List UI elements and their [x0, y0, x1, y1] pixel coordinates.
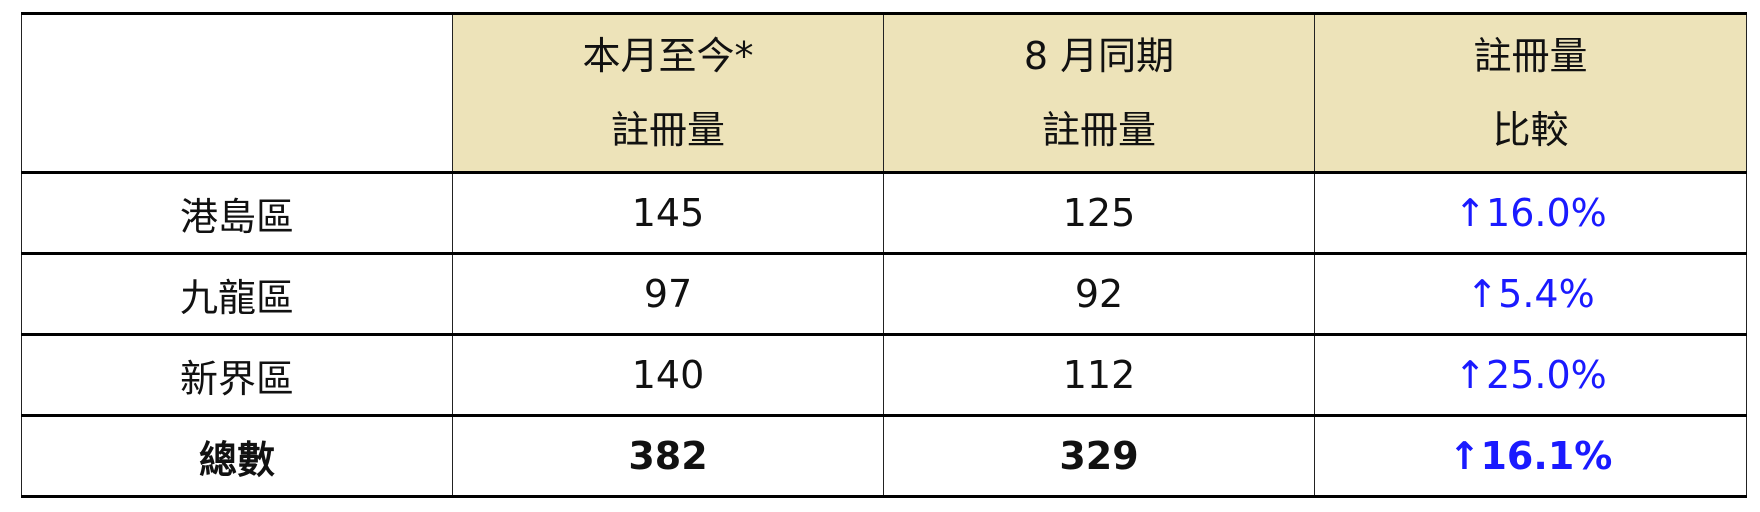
- header-same-period: 8 月同期註冊量: [883, 13, 1315, 173]
- header-text: 8 月同期: [1023, 34, 1175, 78]
- table-row: 九龍區 97 92 ↑5.4%: [21, 253, 1747, 335]
- header-comparison: 註冊量 比較: [1314, 13, 1747, 173]
- change-cell: ↑5.4%: [1314, 253, 1747, 335]
- header-text: 比較: [1492, 108, 1569, 152]
- current-cell: 97: [452, 253, 884, 335]
- total-current: 382: [452, 415, 884, 497]
- total-change: ↑16.1%: [1314, 415, 1747, 497]
- current-cell: 140: [452, 334, 884, 416]
- change-cell: ↑25.0%: [1314, 334, 1747, 416]
- change-cell: ↑16.0%: [1314, 172, 1747, 254]
- same-period-cell: 125: [883, 172, 1315, 254]
- total-label: 總數: [21, 415, 453, 497]
- header-empty-cell: [21, 13, 453, 173]
- region-cell: 九龍區: [21, 253, 453, 335]
- header-text: 註冊量: [1041, 108, 1156, 152]
- region-cell: 新界區: [21, 334, 453, 416]
- header-text: 註冊量: [1473, 34, 1588, 78]
- region-cell: 港島區: [21, 172, 453, 254]
- current-cell: 145: [452, 172, 884, 254]
- total-row: 總數 382 329 ↑16.1%: [21, 415, 1747, 497]
- table-row: 新界區 140 112 ↑25.0%: [21, 334, 1747, 416]
- header-row: 本月至今* 註冊量 8 月同期 註冊量 註冊量 比較: [21, 13, 1747, 173]
- table-row: 港島區 145 125 ↑16.0%: [21, 172, 1747, 254]
- same-period-cell: 92: [883, 253, 1315, 335]
- registration-table: 本月至今* 註冊量 8 月同期 註冊量 註冊量 比較 港島區 145 125 ↑16.…: [21, 12, 1747, 498]
- header-text: 註冊量: [610, 108, 725, 152]
- header-text: 本月至今*: [582, 34, 754, 78]
- same-period-cell: 112: [883, 334, 1315, 416]
- total-same-period: 329: [883, 415, 1315, 497]
- header-current-month: 本月至今* 註冊量: [452, 13, 884, 173]
